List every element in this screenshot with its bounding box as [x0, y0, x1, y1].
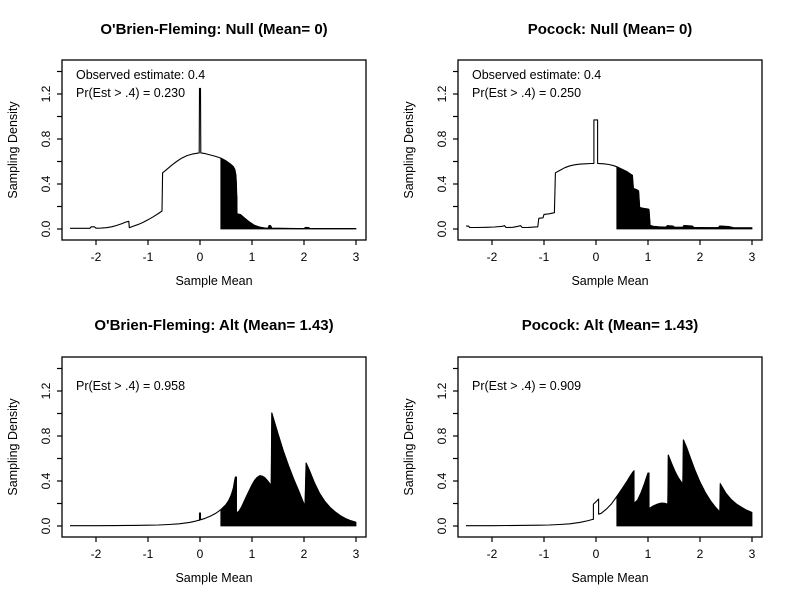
x-tick-label: 3: [749, 250, 756, 264]
y-tick-label: 1.2: [435, 85, 449, 102]
plot-box: [457, 356, 763, 538]
x-tick-label: 3: [353, 250, 360, 264]
shaded-rejection-area: [616, 166, 753, 230]
y-axis-title: Sampling Density: [6, 398, 20, 496]
density-curve: [466, 439, 753, 527]
annotation-probability: Pr(Est > .4) = 0.230: [76, 86, 186, 100]
x-tick-label: 2: [301, 547, 308, 561]
y-tick-label: 1.2: [39, 85, 53, 102]
x-tick-label: 3: [749, 547, 756, 561]
y-tick-label: 0.4: [435, 175, 449, 192]
x-tick-label: -1: [539, 250, 550, 264]
plot-box: [61, 356, 367, 538]
density-curve: [466, 119, 752, 229]
y-tick-label: 0.8: [435, 130, 449, 147]
y-tick-label: 0.4: [39, 472, 53, 489]
panel-title: O'Brien-Fleming: Null (Mean= 0): [100, 21, 328, 38]
x-tick-label: 1: [249, 250, 256, 264]
x-tick-label: 3: [353, 547, 360, 561]
x-tick-label: 2: [301, 250, 308, 264]
x-tick-label: 0: [593, 547, 600, 561]
plot-box: [457, 59, 763, 241]
x-tick-label: 1: [249, 547, 256, 561]
annotation-box: Pr(Est > .4) = 0.909: [472, 377, 581, 395]
panel-obrien-fleming-alt: -2 -1 0 1 2 3 0.0 0.4 0.8 1.2 Sample Mean Sampling …: [0, 305, 396, 611]
annotation-box: Observed estimate: 0.4 Pr(Est > .4) = 0.…: [76, 66, 205, 102]
annotation-box: Pr(Est > .4) = 0.958: [76, 377, 185, 395]
y-axis-title: Sampling Density: [6, 101, 20, 199]
plot-svg-pocock-alt: -2 -1 0 1 2 3 0.0 0.4 0.8 1.2 Sample Mean Sampling …: [402, 356, 763, 585]
y-tick-label: 0.0: [39, 220, 53, 237]
y-tick-label: 0.8: [39, 427, 53, 444]
annotation-probability: Pr(Est > .4) = 0.250: [472, 86, 582, 100]
annotation-probability: Pr(Est > .4) = 0.958: [76, 379, 186, 393]
y-tick-label: 0.0: [39, 517, 53, 534]
plot-box: [61, 59, 367, 241]
panel-title: O'Brien-Fleming: Alt (Mean= 1.43): [94, 317, 334, 334]
panel-pocock-alt: -2 -1 0 1 2 3 0.0 0.4 0.8 1.2 Sample Mean Sampling …: [396, 305, 792, 611]
x-tick-label: 2: [697, 250, 704, 264]
plot-svg-pocock-null: -2 -1 0 1 2 3 0.0 0.4 0.8 1.2 Sample Mean Sampling …: [402, 59, 763, 288]
annotation-probability: Pr(Est > .4) = 0.909: [472, 379, 582, 393]
annotation-box: Observed estimate: 0.4 Pr(Est > .4) = 0.…: [472, 66, 601, 102]
y-tick-label: 0.0: [435, 220, 449, 237]
x-tick-label: -2: [487, 250, 498, 264]
shaded-rejection-area: [220, 157, 357, 230]
x-tick-label: 0: [197, 547, 204, 561]
plot-svg-obrien-fleming-alt: -2 -1 0 1 2 3 0.0 0.4 0.8 1.2 Sample Mean Sampling …: [6, 356, 367, 585]
y-tick-label: 0.8: [39, 130, 53, 147]
x-tick-label: 1: [645, 250, 652, 264]
y-tick-label: 1.2: [435, 382, 449, 399]
x-tick-label: -2: [487, 547, 498, 561]
y-tick-label: 0.8: [435, 427, 449, 444]
x-axis-title: Sample Mean: [571, 274, 648, 288]
shaded-rejection-area: [616, 439, 753, 527]
x-tick-label: -2: [91, 547, 102, 561]
density-curve: [70, 412, 357, 527]
x-tick-label: -2: [91, 250, 102, 264]
x-tick-label: -1: [143, 547, 154, 561]
annotation-observed-estimate: Observed estimate: 0.4: [472, 68, 602, 82]
plot-svg-obrien-fleming-null: -2 -1 0 1 2 3 0.0 0.4 0.8 1.2 Sample Mean Sampling …: [6, 59, 367, 288]
panel-title: Pocock: Alt (Mean= 1.43): [521, 317, 699, 334]
y-axis-title: Sampling Density: [402, 398, 416, 496]
x-tick-label: -1: [539, 547, 550, 561]
density-curve: [70, 87, 356, 230]
shaded-rejection-area: [220, 412, 357, 527]
x-tick-label: 2: [697, 547, 704, 561]
x-tick-label: 0: [593, 250, 600, 264]
y-tick-label: 0.0: [435, 517, 449, 534]
annotation-observed-estimate: Observed estimate: 0.4: [76, 68, 206, 82]
y-tick-label: 0.4: [435, 472, 449, 489]
x-axis-title: Sample Mean: [175, 274, 252, 288]
x-tick-label: -1: [143, 250, 154, 264]
x-tick-label: 0: [197, 250, 204, 264]
panel-pocock-null: -2 -1 0 1 2 3 0.0 0.4 0.8 1.2 Sample Mean Sampling …: [396, 0, 792, 305]
panel-obrien-fleming-null: -2 -1 0 1 2 3 0.0 0.4 0.8 1.2 Sample Mean Sampling …: [0, 0, 396, 305]
x-axis-title: Sample Mean: [175, 571, 252, 585]
panel-title: Pocock: Null (Mean= 0): [527, 21, 693, 38]
y-axis-title: Sampling Density: [402, 101, 416, 199]
y-tick-label: 1.2: [39, 382, 53, 399]
x-tick-label: 1: [645, 547, 652, 561]
x-axis-title: Sample Mean: [571, 571, 648, 585]
y-tick-label: 0.4: [39, 175, 53, 192]
